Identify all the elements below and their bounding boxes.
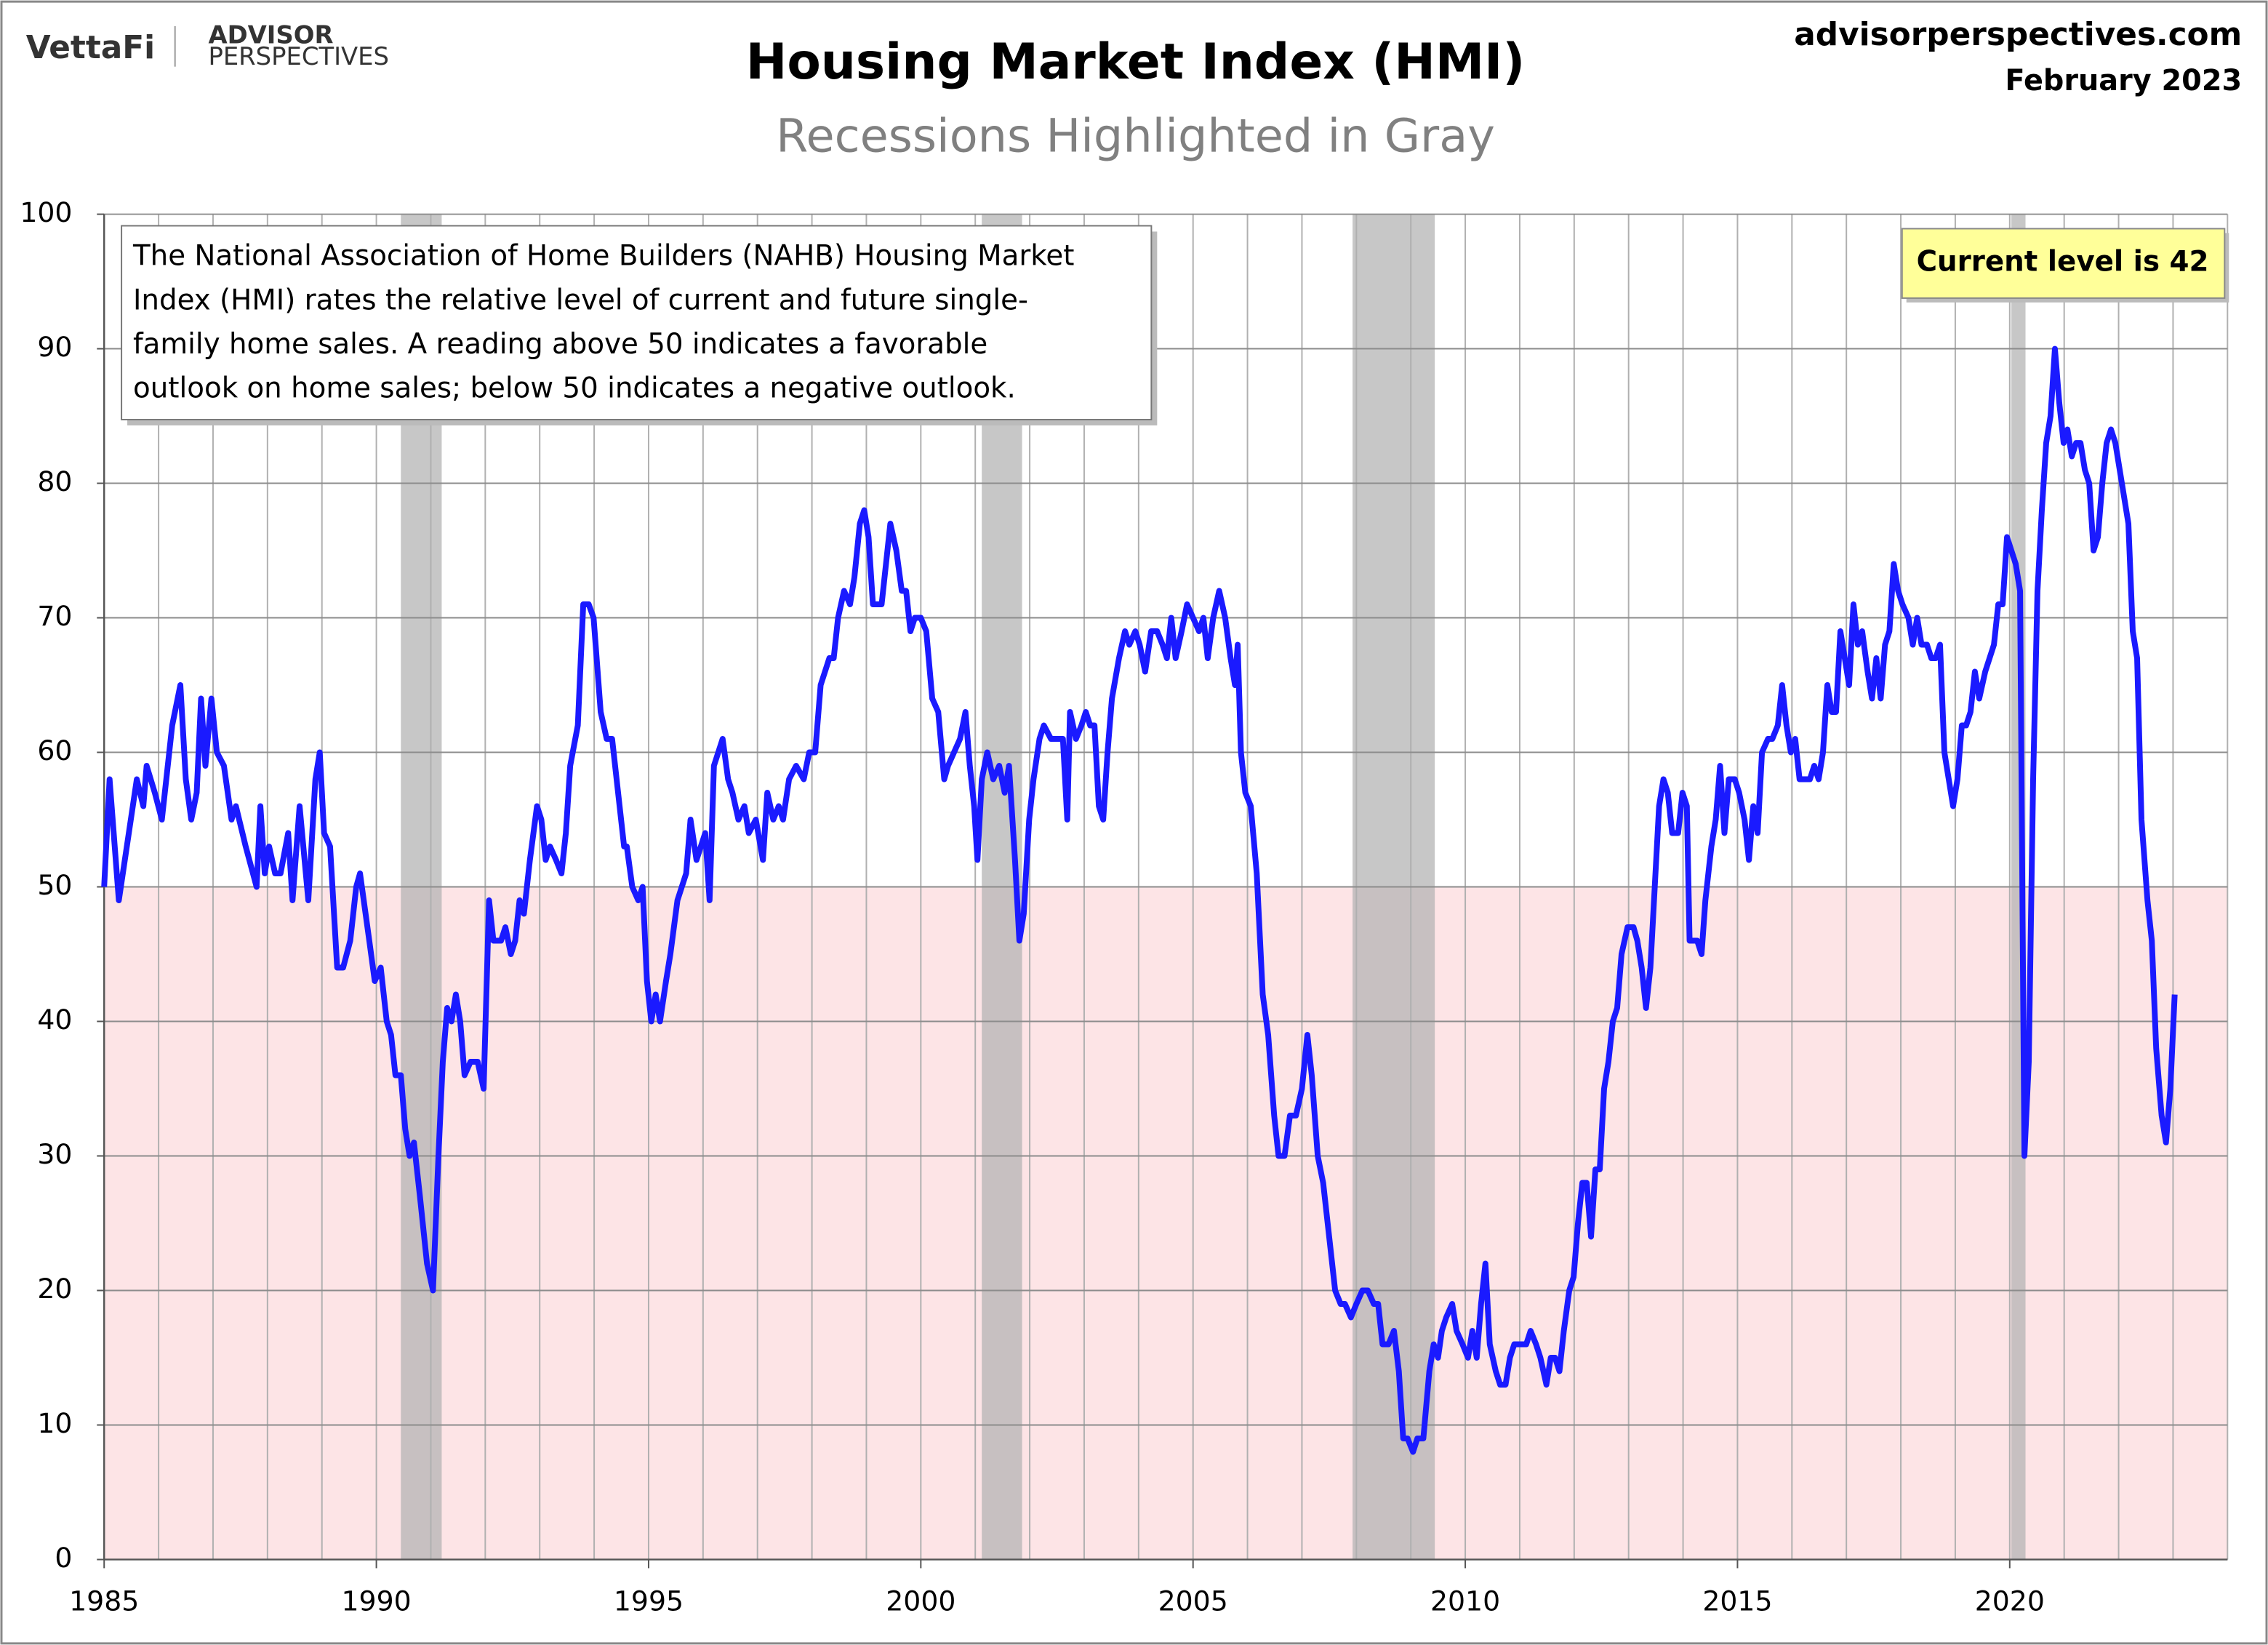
logo-line2: PERSPECTIVES: [208, 42, 389, 71]
logo-brand: VettaFi: [26, 29, 155, 66]
callout-text: Current level is 42: [1917, 246, 2209, 279]
y-tick-label: 90: [37, 331, 72, 363]
annotation-text: family home sales. A reading above 50 in…: [133, 328, 987, 361]
annotation-box: [121, 225, 1153, 421]
logo-line1: ADVISOR: [208, 20, 333, 49]
y-tick-label: 60: [37, 735, 72, 767]
y-tick-label: 100: [20, 196, 72, 228]
y-tick-label: 50: [37, 869, 72, 901]
y-tick-label: 70: [37, 600, 72, 632]
callout-box: [1901, 228, 2226, 299]
plot-area: 0 10 20 30 40 50 60 70 80 90 100 1985 1990 1995 2000 20…: [20, 196, 2229, 1617]
x-tick-label: 1990: [342, 1585, 412, 1617]
x-tick-label: 1985: [69, 1585, 139, 1617]
annotation-text: outlook on home sales; below 50 indicate…: [133, 372, 1016, 405]
date: February 2023: [2005, 64, 2242, 97]
chart-title: Housing Market Index (HMI): [746, 33, 1525, 90]
hmi-line: [101, 345, 2178, 1455]
x-tick-label: 1995: [614, 1585, 684, 1617]
y-tick-label: 30: [37, 1138, 72, 1170]
chart-subtitle: Recessions Highlighted in Gray: [776, 110, 1495, 164]
annotation-text: Index (HMI) rates the relative level of …: [133, 284, 1028, 316]
y-tick-label: 0: [55, 1542, 72, 1574]
y-tick-label: 40: [37, 1004, 72, 1036]
annotation-text: The National Association of Home Builder…: [132, 240, 1074, 273]
y-tick-label: 20: [37, 1273, 72, 1305]
source: advisorperspectives.com: [1794, 16, 2242, 53]
x-tick-label: 2000: [886, 1585, 955, 1617]
x-tick-label: 2010: [1430, 1585, 1500, 1617]
x-tick-label: 2015: [1702, 1585, 1772, 1617]
x-tick-label: 2020: [1975, 1585, 2045, 1617]
x-tick-label: 2005: [1158, 1585, 1228, 1617]
y-tick-label: 10: [37, 1407, 72, 1439]
y-tick-label: 80: [37, 465, 72, 497]
